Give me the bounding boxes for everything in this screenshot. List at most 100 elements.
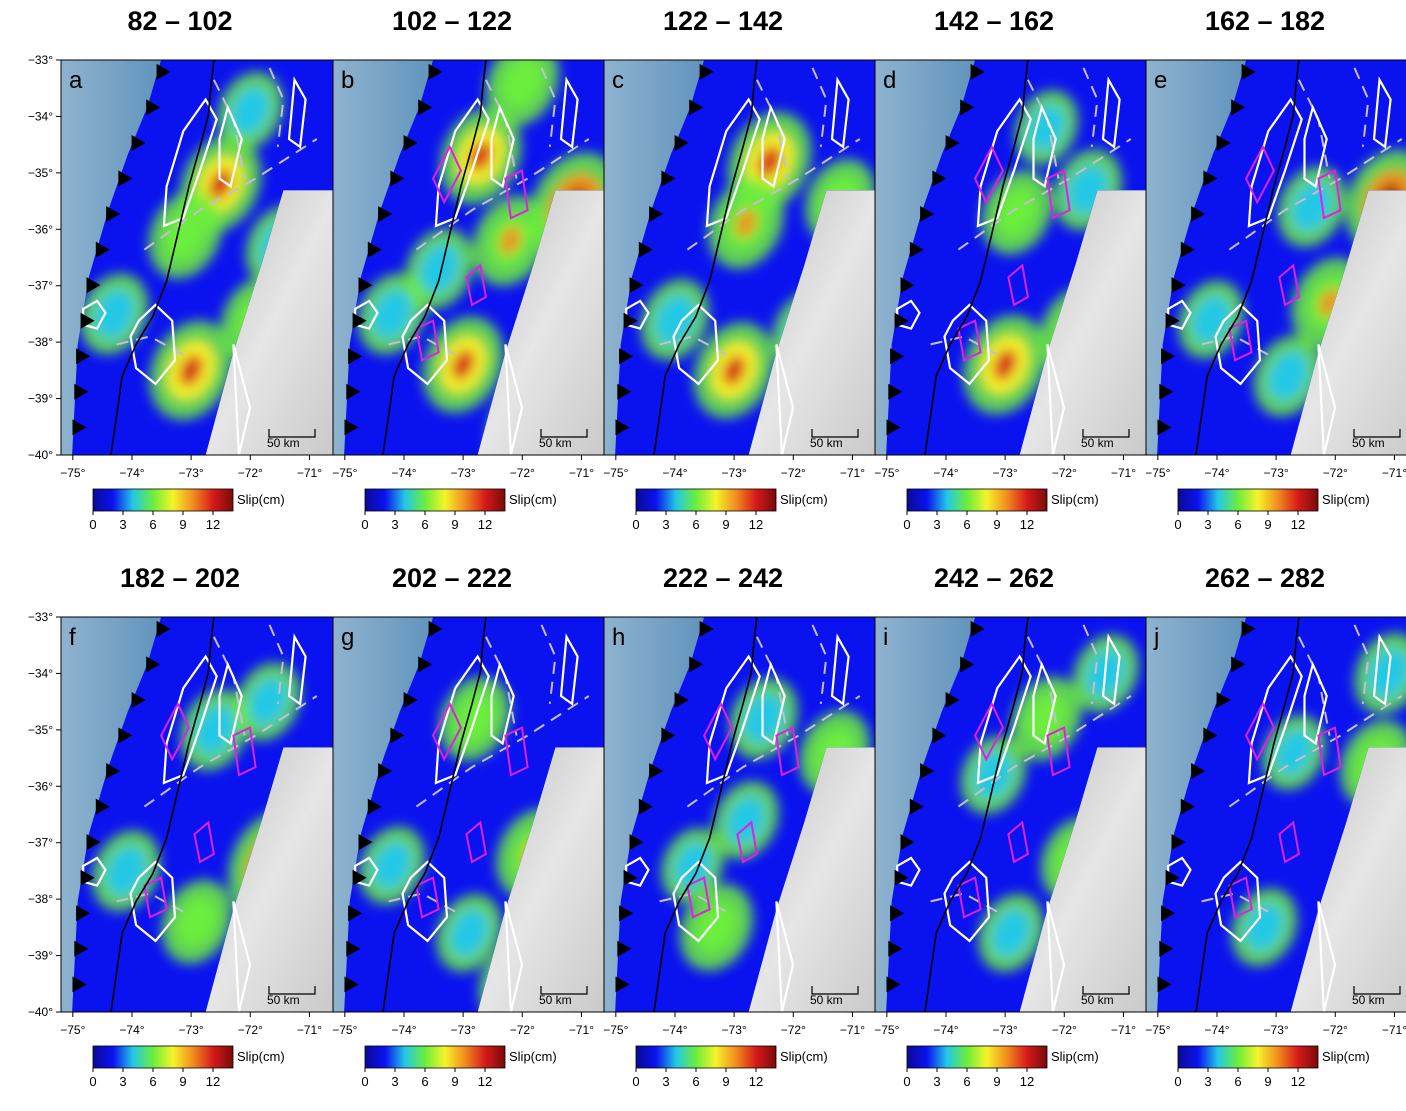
- lon-tick-label: −71°: [840, 1023, 865, 1037]
- colorbar-tick-label: 9: [722, 517, 729, 532]
- slip-contour: [218, 104, 243, 189]
- colorbar-tick-label: 12: [206, 1074, 220, 1089]
- dashed-contour: [957, 695, 1132, 808]
- trench-triangle: [1191, 206, 1206, 223]
- colorbar-tick-label: 3: [933, 1074, 940, 1089]
- slip-peak: [993, 349, 1017, 381]
- lon-tick-label: −71°: [1382, 1023, 1406, 1037]
- trench-triangle: [1180, 241, 1195, 258]
- slip-patch-core: [996, 187, 1038, 238]
- colorbar-tick-label: 0: [1174, 517, 1181, 532]
- trench-triangle: [390, 727, 405, 744]
- lon-tick-label: −71°: [840, 466, 865, 480]
- trench-triangle: [146, 99, 161, 116]
- lon-tick-label: −74°: [662, 466, 687, 480]
- lon-tick-label: −71°: [1382, 466, 1406, 480]
- colorbar-label: Slip(cm): [780, 492, 828, 507]
- high-slip-contour: [159, 701, 191, 762]
- colorbar: 0 3 6 9 12 Slip(cm): [361, 1045, 557, 1089]
- colorbar-tick-label: 6: [963, 1074, 970, 1089]
- trench-triangle: [970, 620, 985, 637]
- trench-triangle: [344, 419, 359, 436]
- colorbar-tick-label: 6: [692, 517, 699, 532]
- slip-contour: [490, 104, 515, 189]
- land-area: [1290, 747, 1406, 1012]
- trench-triangle: [1216, 691, 1231, 708]
- land-area: [205, 747, 339, 1012]
- trench-triangle: [674, 691, 689, 708]
- trench-triangle: [418, 656, 433, 673]
- trench-triangle: [619, 905, 634, 922]
- trench-triangle: [76, 348, 91, 365]
- lon-tick-label: −74°: [391, 466, 416, 480]
- trench-triangle: [346, 940, 361, 957]
- high-slip-contour: [1007, 820, 1030, 864]
- trench-triangle: [118, 170, 133, 187]
- panel-title: 162 – 182: [1205, 6, 1325, 36]
- lon-tick-label: −71°: [569, 466, 594, 480]
- slip-contour: [1372, 76, 1392, 149]
- slip-contour: [761, 104, 786, 189]
- trench-triangle: [629, 277, 644, 294]
- trench-triangle: [1241, 63, 1256, 80]
- high-slip-contour: [736, 820, 759, 864]
- colorbar-tick-label: 6: [963, 517, 970, 532]
- lat-tick-label: −37°: [28, 836, 53, 850]
- trench-triangle: [403, 691, 418, 708]
- colorbar-tick-label: 3: [933, 517, 940, 532]
- colorbar: 0 3 6 9 12 Slip(cm): [361, 488, 557, 532]
- slip-contour: [943, 303, 991, 386]
- colorbar-gradient: [635, 1045, 777, 1069]
- colorbar-tick-label: 3: [1204, 1074, 1211, 1089]
- trench-triangle: [72, 419, 87, 436]
- trench-triangle: [888, 940, 903, 957]
- coastline: [653, 617, 758, 1012]
- slip-patch-core: [195, 705, 235, 754]
- high-slip-contour: [415, 319, 440, 362]
- trench-triangle: [661, 170, 676, 187]
- scale-bar-label: 50 km: [1081, 436, 1114, 450]
- colorbar-gradient: [92, 488, 234, 512]
- high-slip-contour: [1046, 726, 1071, 777]
- slip-contour: [761, 661, 786, 746]
- high-slip-contour: [957, 319, 982, 362]
- panel-title: 262 – 282: [1205, 563, 1325, 593]
- slip-contour: [162, 654, 218, 785]
- slip-patch-core: [695, 901, 738, 954]
- scale-bar-label: 50 km: [539, 993, 572, 1007]
- panel-letter: d: [883, 67, 896, 94]
- colorbar-tick-label: 3: [119, 517, 126, 532]
- high-slip-contour: [431, 701, 463, 762]
- trench-triangle: [131, 691, 146, 708]
- slip-contour: [162, 97, 218, 228]
- coastline: [924, 60, 1029, 455]
- lon-tick-label: −71°: [569, 1023, 594, 1037]
- lon-tick-label: −73°: [179, 1023, 204, 1037]
- trench-triangle: [619, 348, 634, 365]
- trench-triangle: [367, 798, 382, 815]
- scale-bar: [811, 986, 859, 995]
- colorbar-tick-label: 3: [662, 517, 669, 532]
- panel-letter: i: [883, 624, 888, 651]
- lat-tick-label: −34°: [28, 666, 53, 680]
- trench-triangle: [1171, 277, 1186, 294]
- high-slip-contour: [1046, 169, 1071, 220]
- land-area: [205, 190, 339, 455]
- slip-patch-core: [727, 797, 765, 844]
- trench-triangle: [1231, 656, 1246, 673]
- high-slip-contour: [431, 144, 463, 205]
- colorbar-tick-label: 3: [391, 1074, 398, 1089]
- lon-tick-label: −75°: [332, 466, 357, 480]
- trench-triangle: [1161, 348, 1176, 365]
- slip-patch-core: [1276, 730, 1312, 775]
- trench-triangle: [900, 834, 915, 851]
- panel-title: 222 – 242: [663, 563, 783, 593]
- slip-contour: [1101, 76, 1121, 149]
- slip-contour: [218, 661, 243, 746]
- colorbar-gradient: [906, 1045, 1048, 1069]
- trench-triangle: [886, 419, 901, 436]
- trench-triangle: [1161, 905, 1176, 922]
